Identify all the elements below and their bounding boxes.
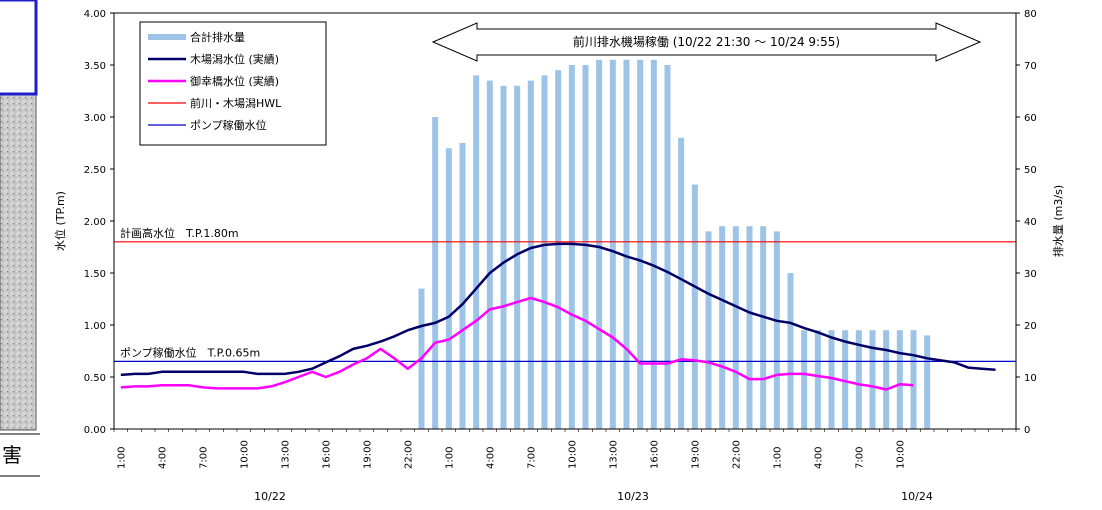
x-tick-label: 16:00: [649, 440, 660, 469]
legend-label: 前川・木場潟HWL: [190, 96, 282, 110]
bar: [609, 59, 616, 430]
reference-line-label: ポンプ稼働水位 T.P.0.65m: [120, 345, 260, 359]
y-tick-label-left: 3.00: [84, 113, 106, 124]
bar: [896, 330, 903, 429]
bar: [773, 231, 780, 429]
bar: [705, 231, 712, 429]
bar: [473, 75, 480, 430]
x-date-label: 10/23: [617, 490, 649, 503]
bar: [500, 85, 507, 430]
bar: [568, 65, 575, 429]
bar: [432, 117, 439, 429]
side-map-panel: [0, 0, 40, 510]
x-tick-label: 19:00: [690, 440, 701, 469]
x-tick-label: 7:00: [198, 447, 209, 469]
x-tick-label: 7:00: [854, 447, 865, 469]
bar: [678, 137, 685, 430]
bar: [924, 335, 931, 429]
y-tick-label-left: 4.00: [84, 9, 106, 20]
x-tick-label: 1:00: [116, 447, 127, 469]
y-tick-label-right: 20: [1024, 321, 1037, 332]
y-axis-title-right: 排水量 (m3/s): [1051, 185, 1065, 257]
bar: [623, 59, 630, 430]
x-tick-label: 4:00: [157, 447, 168, 469]
y-axis-title-left: 水位 (TP.m): [53, 191, 67, 251]
bar: [787, 273, 794, 429]
y-tick-label-left: 0.00: [84, 425, 106, 436]
y-tick-label-left: 3.50: [84, 61, 106, 72]
legend-label: 御幸橋水位 (実績): [190, 74, 279, 88]
x-tick-label: 16:00: [321, 440, 332, 469]
x-tick-label: 13:00: [280, 440, 291, 469]
x-tick-label: 4:00: [485, 447, 496, 469]
bar: [842, 330, 849, 429]
y-tick-label-left: 2.50: [84, 165, 106, 176]
x-tick-label: 10:00: [239, 440, 250, 469]
bar: [801, 330, 808, 429]
bar: [746, 226, 753, 429]
legend-label: ポンプ稼働水位: [190, 118, 267, 132]
y-tick-label-left: 1.50: [84, 269, 106, 280]
series-line: [120, 242, 996, 377]
legend-label: 木場潟水位 (実績): [190, 52, 279, 66]
y-tick-label-right: 40: [1024, 217, 1037, 228]
bar: [664, 65, 671, 429]
side-map-graphic: [0, 0, 40, 510]
x-tick-label: 10:00: [895, 440, 906, 469]
x-tick-label: 7:00: [526, 447, 537, 469]
y-tick-label-left: 1.00: [84, 321, 106, 332]
x-tick-label: 13:00: [608, 440, 619, 469]
annotation-arrow: [431, 22, 982, 62]
x-date-label: 10/22: [254, 490, 286, 503]
bar: [855, 330, 862, 429]
bar: [514, 85, 521, 430]
bar: [596, 59, 603, 430]
y-tick-label-right: 60: [1024, 113, 1037, 124]
x-tick-label: 22:00: [403, 440, 414, 469]
bar: [650, 59, 657, 430]
bar: [869, 330, 876, 429]
reference-line-label: 計画高水位 T.P.1.80m: [120, 226, 239, 240]
x-tick-label: 4:00: [813, 447, 824, 469]
bar: [582, 65, 589, 429]
bar: [814, 330, 821, 429]
y-tick-label-right: 50: [1024, 165, 1037, 176]
y-tick-label-left: 2.00: [84, 217, 106, 228]
bar: [527, 80, 534, 429]
bar: [637, 59, 644, 430]
y-tick-label-right: 10: [1024, 373, 1037, 384]
x-tick-label: 1:00: [772, 447, 783, 469]
annotation-text: 前川排水機場稼働 (10/22 21:30 ～ 10/24 9:55): [573, 34, 840, 49]
legend-label: 合計排水量: [190, 30, 245, 44]
bar: [883, 330, 890, 429]
y-tick-label-right: 0: [1024, 425, 1030, 436]
y-tick-label-right: 70: [1024, 61, 1037, 72]
x-date-label: 10/24: [901, 490, 933, 503]
y-tick-label-left: 0.50: [84, 373, 106, 384]
bar: [719, 226, 726, 429]
bar: [445, 148, 452, 429]
bar: [691, 184, 698, 429]
side-panel-text: 害: [2, 443, 22, 467]
bar: [732, 226, 739, 429]
series-line: [120, 296, 914, 391]
x-tick-label: 10:00: [567, 440, 578, 469]
bar: [486, 80, 493, 429]
x-tick-label: 1:00: [444, 447, 455, 469]
bar: [459, 143, 466, 429]
bar: [555, 70, 562, 429]
x-tick-label: 19:00: [362, 440, 373, 469]
bar: [910, 330, 917, 429]
bar: [828, 330, 835, 429]
bar: [541, 75, 548, 430]
y-tick-label-right: 30: [1024, 269, 1037, 280]
y-tick-label-right: 80: [1024, 9, 1037, 20]
x-tick-label: 22:00: [731, 440, 742, 469]
bar: [760, 226, 767, 429]
